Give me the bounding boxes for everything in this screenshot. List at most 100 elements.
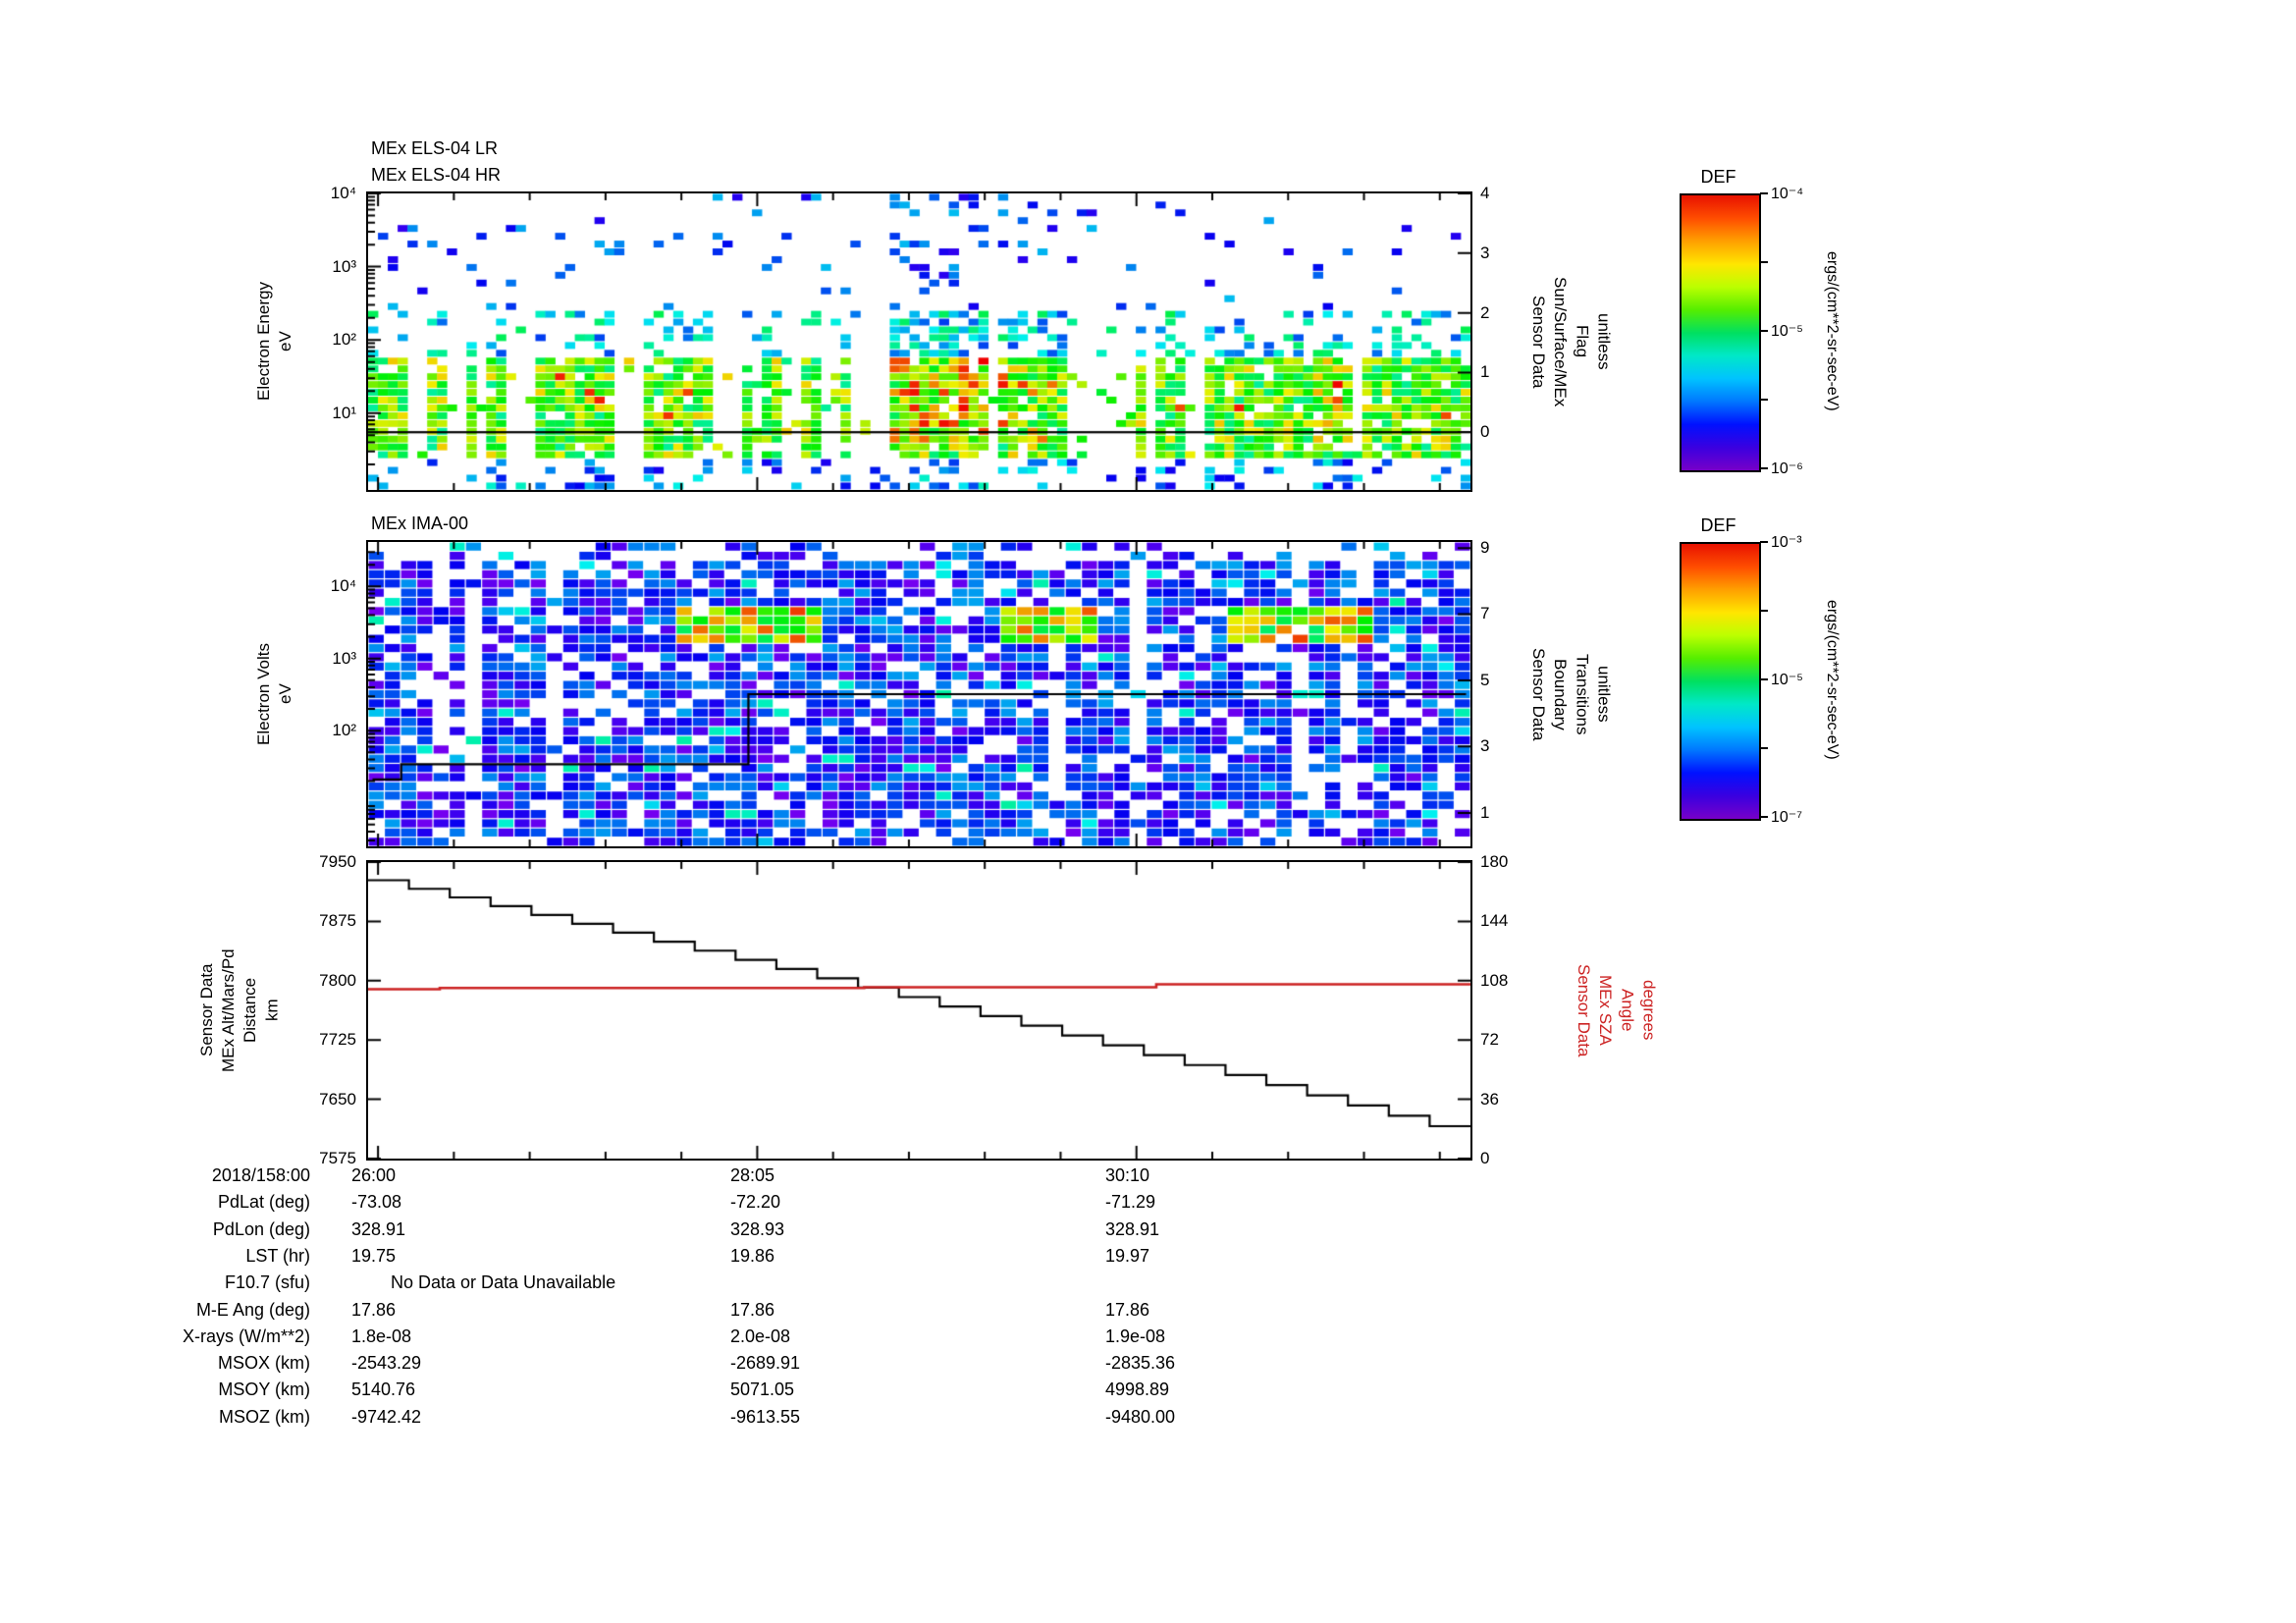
y-tick-label: 7800 (319, 970, 356, 990)
table-value: -2543.29 (351, 1353, 422, 1374)
table-row-label: MSOX (km) (218, 1353, 310, 1374)
colorbar-units-label: ergs/(cm**2-sr-sec-eV) (1824, 250, 1841, 411)
y-tick-label: 72 (1480, 1030, 1499, 1050)
colorbar-tick (1760, 330, 1768, 332)
colorbar-tick (1760, 610, 1768, 612)
table-row-label: 2018/158:00 (211, 1165, 310, 1185)
colorbar-tick-label: 10⁻⁷ (1771, 809, 1803, 826)
y-tick-label: 108 (1480, 970, 1509, 990)
colorbar-tick (1760, 678, 1768, 680)
x-tick-label: 30:10 (1105, 1165, 1150, 1185)
y-tick-label: 0 (1480, 422, 1490, 442)
y-tick-label: 0 (1480, 1149, 1490, 1167)
y-tick-label: 10⁴ (330, 576, 356, 596)
ima-spectrogram-canvas (368, 542, 1470, 846)
colorbar-tick (1760, 467, 1768, 469)
colorbar-gradient (1680, 542, 1761, 821)
y-tick-label: 7575 (319, 1149, 356, 1167)
y-tick-label: 10² (332, 721, 356, 740)
colorbar-units-label: ergs/(cm**2-sr-sec-eV) (1824, 599, 1841, 760)
table-value: -72.20 (730, 1192, 781, 1213)
table-value: -71.29 (1105, 1192, 1156, 1213)
els-right-axis-label: Sensor Data Sun/Surface/MEx Flag unitles… (1529, 276, 1614, 407)
y-tick-label: 5 (1480, 671, 1490, 690)
colorbar-title: DEF (1700, 515, 1736, 535)
y-tick-label: 7725 (319, 1030, 356, 1050)
y-tick-label: 3 (1480, 736, 1490, 756)
colorbar-tick (1760, 261, 1768, 263)
table-value: 328.93 (730, 1218, 785, 1239)
x-tick-label: 26:00 (351, 1165, 397, 1185)
y-tick-label: 10² (332, 330, 356, 350)
ima-right-axis-label: Sensor Data Boundary Transitions unitles… (1529, 647, 1614, 741)
table-value: 19.86 (730, 1245, 775, 1266)
altitude-sza-panel (366, 860, 1472, 1161)
y-tick-label: 9 (1480, 538, 1490, 558)
y-tick-label: 10³ (332, 648, 356, 668)
y-tick-label: 3 (1480, 243, 1490, 262)
table-row-label: PdLon (deg) (212, 1218, 310, 1239)
y-tick-label: 4 (1480, 184, 1490, 202)
y-tick-label: 10³ (332, 256, 356, 276)
colorbar-tick-label: 10⁻⁴ (1771, 186, 1804, 202)
colorbar-tick-label: 10⁻⁵ (1771, 672, 1803, 688)
els-spectrogram-canvas (368, 193, 1470, 490)
colorbar-gradient (1680, 193, 1761, 472)
table-value: -73.08 (351, 1192, 402, 1213)
y-tick-label: 180 (1480, 852, 1509, 871)
y-tick-label: 7650 (319, 1089, 356, 1109)
colorbar-tick (1760, 816, 1768, 818)
els-title-hr: MEx ELS-04 HR (371, 165, 502, 185)
y-tick-label: 2 (1480, 302, 1490, 322)
y-tick-label: 1 (1480, 802, 1490, 822)
table-value: 1.8e-08 (351, 1325, 412, 1346)
table-value: 328.91 (351, 1218, 406, 1239)
colorbar-tick-label: 10⁻³ (1771, 534, 1802, 551)
y-tick-label: 1 (1480, 362, 1490, 382)
x-tick-label: 28:05 (730, 1165, 775, 1185)
table-value: 19.75 (351, 1245, 397, 1266)
altitude-sza-canvas (368, 862, 1470, 1159)
colorbar-tick (1760, 541, 1768, 543)
y-tick-label: 36 (1480, 1089, 1499, 1109)
y-tick-label: 7 (1480, 604, 1490, 623)
y-tick-label: 10⁴ (330, 184, 356, 202)
table-row-label: F10.7 (sfu) (224, 1272, 310, 1293)
y-tick-label: 10¹ (332, 403, 356, 422)
table-value: 5140.76 (351, 1380, 416, 1400)
els-title-lr: MEx ELS-04 LR (371, 138, 499, 158)
colorbar-tick (1760, 747, 1768, 749)
table-value: 17.86 (1105, 1299, 1150, 1320)
table-value: -9742.42 (351, 1406, 422, 1427)
table-value: -2835.36 (1105, 1353, 1176, 1374)
table-span-value: No Data or Data Unavailable (391, 1272, 616, 1293)
y-tick-label: 7875 (319, 911, 356, 931)
sza-right-axis-label: Sensor Data MEx SZA Angle degrees (1575, 963, 1659, 1057)
colorbar-tick-label: 10⁻⁵ (1771, 323, 1803, 340)
table-value: 328.91 (1105, 1218, 1160, 1239)
table-value: 19.97 (1105, 1245, 1150, 1266)
colorbar-tick-label: 10⁻⁶ (1771, 460, 1803, 477)
colorbar-tick (1760, 192, 1768, 194)
table-row-label: MSOY (km) (218, 1380, 310, 1400)
els-spectrogram-panel (366, 191, 1472, 492)
table-row-label: M-E Ang (deg) (195, 1299, 310, 1320)
table-value: 4998.89 (1105, 1380, 1170, 1400)
table-row-label: PdLat (deg) (217, 1192, 310, 1213)
colorbar-tick (1760, 399, 1768, 401)
table-value: 2.0e-08 (730, 1325, 791, 1346)
ima-title: MEx IMA-00 (371, 514, 469, 533)
alt-y-axis-label: Sensor Data MEx Alt/Mars/Pd Distance km (197, 948, 282, 1072)
table-value: -9480.00 (1105, 1406, 1176, 1427)
colorbar-title: DEF (1700, 167, 1736, 187)
table-value: 17.86 (351, 1299, 397, 1320)
table-value: 5071.05 (730, 1380, 795, 1400)
ima-spectrogram-panel (366, 540, 1472, 848)
table-value: 1.9e-08 (1105, 1325, 1166, 1346)
y-tick-label: 144 (1480, 911, 1509, 931)
table-value: -9613.55 (730, 1406, 801, 1427)
table-row-label: X-rays (W/m**2) (183, 1325, 310, 1346)
table-row-label: MSOZ (km) (219, 1406, 310, 1427)
y-tick-label: 7950 (319, 852, 356, 871)
